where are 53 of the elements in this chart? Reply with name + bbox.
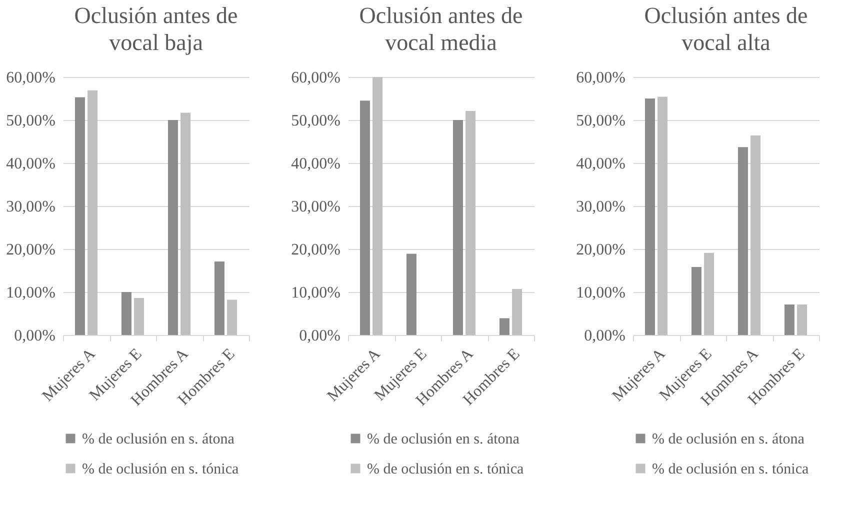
y-tick-label: 0,00% bbox=[14, 328, 56, 344]
bar bbox=[784, 304, 794, 335]
bar bbox=[750, 135, 761, 335]
y-tick-label: 50,00% bbox=[291, 112, 340, 130]
bar bbox=[738, 147, 748, 335]
y-tick-label: 60,00% bbox=[6, 70, 56, 86]
y-tick-label: 40,00% bbox=[6, 156, 56, 172]
bar bbox=[180, 112, 191, 335]
y-tick-label: 50,00% bbox=[6, 112, 56, 130]
bar bbox=[227, 300, 238, 335]
legend-label: % de oclusión en s. tónica bbox=[652, 462, 809, 478]
y-tick-label: 60,00% bbox=[291, 70, 340, 86]
y-tick-label: 10,00% bbox=[6, 284, 56, 302]
bar bbox=[406, 254, 416, 335]
y-tick-label: 40,00% bbox=[291, 156, 340, 172]
legend-label: % de oclusión en s. tónica bbox=[367, 462, 524, 478]
bar bbox=[168, 120, 178, 335]
bar bbox=[797, 304, 808, 335]
bar bbox=[704, 252, 714, 335]
y-tick-label: 40,00% bbox=[576, 156, 626, 172]
bar bbox=[644, 98, 655, 335]
bar bbox=[499, 318, 510, 335]
bar bbox=[88, 90, 98, 335]
chart-title: Oclusión antes de vocal media bbox=[359, 3, 523, 55]
bar bbox=[452, 120, 463, 335]
y-tick-label: 50,00% bbox=[576, 112, 626, 130]
legend-label: % de oclusión en s. átona bbox=[367, 432, 520, 448]
y-tick-label: 20,00% bbox=[291, 242, 340, 258]
y-tick-label: 20,00% bbox=[576, 242, 626, 258]
bar bbox=[658, 96, 668, 335]
y-tick-label: 10,00% bbox=[576, 284, 626, 302]
y-tick-label: 30,00% bbox=[291, 198, 340, 216]
y-tick-label: 0,00% bbox=[584, 328, 626, 344]
bar bbox=[691, 267, 702, 335]
bar bbox=[134, 298, 144, 335]
y-tick-label: 60,00% bbox=[576, 70, 626, 86]
y-tick-label: 30,00% bbox=[576, 198, 626, 216]
bar bbox=[214, 261, 224, 335]
chart-title: Oclusión antes de vocal alta bbox=[644, 3, 808, 55]
legend-label: % de oclusión en s. átona bbox=[652, 432, 805, 448]
y-tick-label: 10,00% bbox=[291, 284, 340, 302]
y-tick-label: 20,00% bbox=[6, 242, 56, 258]
y-tick-label: 30,00% bbox=[6, 198, 56, 216]
legend-label: % de oclusión en s. átona bbox=[82, 432, 235, 448]
bar bbox=[372, 77, 383, 335]
bar bbox=[121, 292, 132, 335]
bar bbox=[74, 97, 85, 335]
chart-title: Oclusión antes de vocal baja bbox=[74, 3, 238, 55]
bar bbox=[360, 100, 370, 335]
legend-label: % de oclusión en s. tónica bbox=[82, 462, 239, 478]
bar bbox=[466, 110, 476, 335]
y-tick-label: 0,00% bbox=[299, 328, 340, 344]
bar bbox=[512, 288, 522, 335]
